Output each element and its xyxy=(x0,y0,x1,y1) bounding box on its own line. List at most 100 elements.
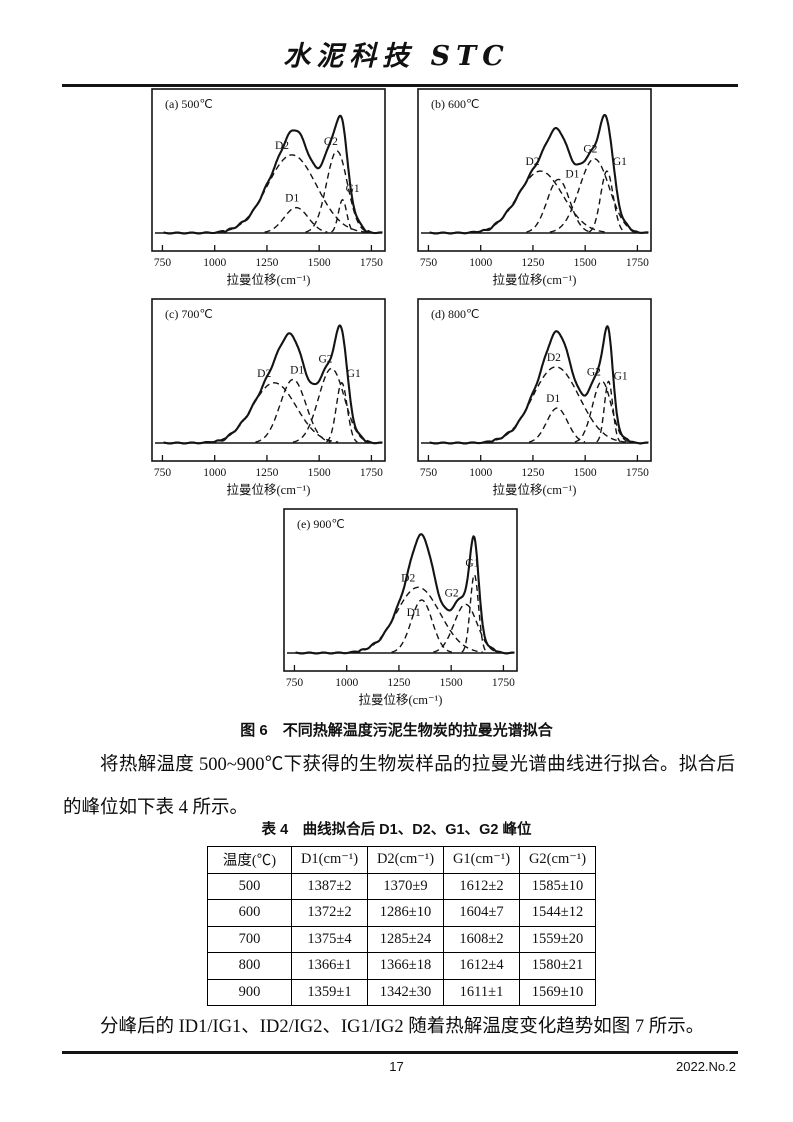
envelope-curve xyxy=(429,113,649,235)
panel-label: (e) 900℃ xyxy=(297,517,345,531)
panel-label: (b) 600℃ xyxy=(431,97,479,111)
table-row: 800 1366±1 1366±18 1612±4 1580±21 xyxy=(207,952,596,980)
peak-label-G1: G1 xyxy=(465,558,479,570)
paragraph-line: 的峰位如下表 4 所示。 xyxy=(63,798,249,818)
x-tick-label: 1500 xyxy=(574,467,597,479)
table-cell: 1370±9 xyxy=(367,872,444,900)
table-cell: 700 xyxy=(207,925,292,953)
peak-curve-G1 xyxy=(461,573,488,653)
peak-label-G2: G2 xyxy=(445,587,459,599)
envelope-curve xyxy=(429,325,649,445)
peak-curve-G1 xyxy=(588,170,626,233)
peak-curve-D1 xyxy=(264,206,328,233)
x-tick-label: 1750 xyxy=(360,257,383,269)
peak-curve-D1 xyxy=(526,178,591,233)
table-cell: 1611±1 xyxy=(443,978,520,1006)
plot-box xyxy=(417,298,652,462)
x-tick-label: 1000 xyxy=(335,677,358,689)
table-cell: 1342±30 xyxy=(367,978,444,1006)
table-caption: 表 4 曲线拟合后 D1、D2、G1、G2 峰位 xyxy=(261,822,532,838)
table-cell: 900 xyxy=(207,978,292,1006)
peak-label-D1: D1 xyxy=(407,607,421,619)
peak-position-table: 温度(℃) D1(cm⁻¹) D2(cm⁻¹) G1(cm⁻¹) G2(cm⁻¹) 50… xyxy=(207,846,596,1006)
peak-label-G2: G2 xyxy=(583,144,597,156)
raman-panel-e: D2 D1 G2 G1 750 1000 1250 1500 1750 拉曼位移(cm⁻¹) (e)… xyxy=(278,505,524,711)
table-cell: 500 xyxy=(207,872,292,900)
peak-curve-D1 xyxy=(528,407,586,443)
table-cell: 1366±18 xyxy=(367,952,444,980)
table-cell: 1366±1 xyxy=(291,952,368,980)
x-tick-label: 1000 xyxy=(469,467,492,479)
table-cell: 800 xyxy=(207,952,292,980)
table-cell: 1585±10 xyxy=(519,872,596,900)
panel-label: (a) 500℃ xyxy=(165,97,213,111)
table-cell: 1544±12 xyxy=(519,899,596,927)
peak-label-D2: D2 xyxy=(275,140,289,152)
column-header: D2(cm⁻¹) xyxy=(367,846,444,874)
footer-rule xyxy=(62,1051,738,1054)
x-tick-label: 1500 xyxy=(440,677,463,689)
x-axis-title: 拉曼位移(cm⁻¹) xyxy=(493,482,577,497)
raman-chart-a: D2 D1 G2 G1 750 1000 1250 1500 1750 拉曼位移(cm⁻¹) (a)… xyxy=(151,88,386,287)
x-tick-label: 1250 xyxy=(521,467,544,479)
x-tick-label: 1500 xyxy=(574,257,597,269)
peak-curve-D1 xyxy=(391,599,453,653)
x-tick-label: 750 xyxy=(420,467,438,479)
peak-label-D1: D1 xyxy=(285,193,299,205)
plot-box xyxy=(151,88,386,252)
x-tick-label: 1250 xyxy=(521,257,544,269)
envelope-curve xyxy=(295,533,515,655)
peak-curve-D1 xyxy=(255,378,331,443)
column-header: G1(cm⁻¹) xyxy=(443,846,520,874)
table-row: 700 1375±4 1285±24 1608±2 1559±20 xyxy=(207,925,596,953)
table-cell: 600 xyxy=(207,899,292,927)
x-axis-title: 拉曼位移(cm⁻¹) xyxy=(227,482,311,497)
table-cell: 1286±10 xyxy=(367,899,444,927)
raman-chart-d: D2 D1 G2 G1 750 1000 1250 1500 1750 拉曼位移(cm⁻¹) (d)… xyxy=(417,298,652,497)
table-cell: 1285±24 xyxy=(367,925,444,953)
table-cell: 1387±2 xyxy=(291,872,368,900)
panel-label: (c) 700℃ xyxy=(165,307,213,321)
x-tick-label: 1750 xyxy=(492,677,515,689)
peak-label-G1: G1 xyxy=(347,368,361,380)
x-tick-label: 1750 xyxy=(626,257,649,269)
page-number: 17 xyxy=(389,1059,404,1074)
table-cell: 1559±20 xyxy=(519,925,596,953)
peak-label-D1: D1 xyxy=(546,393,560,405)
x-axis-title: 拉曼位移(cm⁻¹) xyxy=(359,692,443,707)
table-cell: 1608±2 xyxy=(443,925,520,953)
table-cell: 1569±10 xyxy=(519,978,596,1006)
table-row: 500 1387±2 1370±9 1612±2 1585±10 xyxy=(207,872,596,900)
plot-box xyxy=(283,508,518,672)
x-tick-label: 1250 xyxy=(255,257,278,269)
raman-panel-a: D2 D1 G2 G1 750 1000 1250 1500 1750 拉曼位移(cm⁻¹) (a)… xyxy=(146,85,392,291)
table-cell: 1580±21 xyxy=(519,952,596,980)
raman-panel-d: D2 D1 G2 G1 750 1000 1250 1500 1750 拉曼位移(cm⁻¹) (d)… xyxy=(412,295,658,501)
table-row: 600 1372±2 1286±10 1604±7 1544±12 xyxy=(207,899,596,927)
peak-label-D1: D1 xyxy=(290,365,304,377)
table-cell: 1604±7 xyxy=(443,899,520,927)
raman-panel-c: D2 D1 G2 G1 750 1000 1250 1500 1750 拉曼位移(cm⁻¹) (c)… xyxy=(146,295,392,501)
table-row: 900 1359±1 1342±30 1611±1 1569±10 xyxy=(207,978,596,1006)
envelope-curve xyxy=(163,324,383,445)
table-cell: 1375±4 xyxy=(291,925,368,953)
peak-label-G1: G1 xyxy=(613,156,627,168)
column-header: 温度(℃) xyxy=(207,846,292,874)
peak-table-body: 500 1387±2 1370±9 1612±2 1585±10 600 1372±2 128… xyxy=(207,872,596,1006)
x-tick-label: 750 xyxy=(154,257,172,269)
column-header: D1(cm⁻¹) xyxy=(291,846,368,874)
x-tick-label: 1000 xyxy=(469,257,492,269)
x-tick-label: 1000 xyxy=(203,257,226,269)
panel-label: (d) 800℃ xyxy=(431,307,479,321)
body-paragraph-2: 分峰后的 ID1/IG1、ID2/IG2、IG1/IG2 随着热解温度变化趋势如… xyxy=(100,1017,705,1037)
x-tick-label: 750 xyxy=(286,677,304,689)
plot-box xyxy=(417,88,652,252)
envelope-curve xyxy=(163,114,383,235)
x-tick-label: 1750 xyxy=(626,467,649,479)
peak-label-G2: G2 xyxy=(318,354,332,366)
peak-curve-D2 xyxy=(353,586,483,653)
x-tick-label: 1250 xyxy=(387,677,410,689)
peak-label-G1: G1 xyxy=(346,183,360,195)
peak-label-G1: G1 xyxy=(614,370,628,382)
